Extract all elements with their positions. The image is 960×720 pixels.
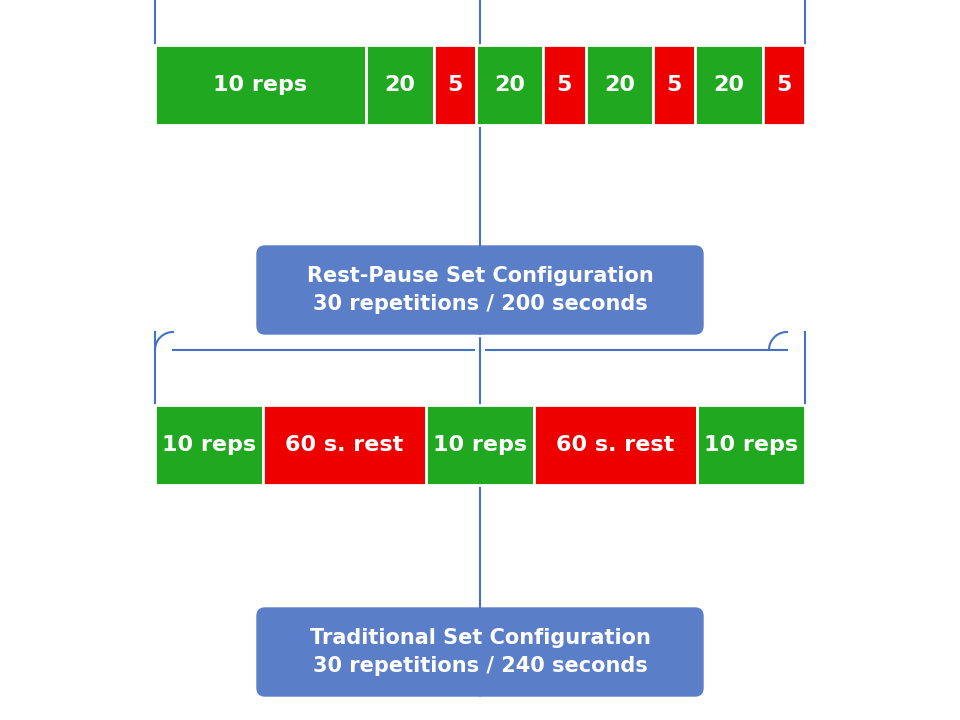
Text: 5: 5 xyxy=(557,75,572,95)
Bar xyxy=(426,405,534,485)
Text: 60 s. rest: 60 s. rest xyxy=(556,435,675,455)
Text: 5: 5 xyxy=(777,75,792,95)
Text: Traditional Set Configuration: Traditional Set Configuration xyxy=(309,628,651,648)
Bar xyxy=(155,405,263,485)
Bar xyxy=(534,405,697,485)
FancyBboxPatch shape xyxy=(257,608,703,696)
Bar xyxy=(695,45,763,125)
Bar xyxy=(263,405,426,485)
Text: 10 reps: 10 reps xyxy=(704,435,798,455)
Text: Rest-Pause Set Configuration: Rest-Pause Set Configuration xyxy=(306,266,654,286)
Text: 30 repetitions / 240 seconds: 30 repetitions / 240 seconds xyxy=(313,656,647,676)
Text: 20: 20 xyxy=(713,75,745,95)
Bar xyxy=(434,45,476,125)
Text: 30 repetitions / 200 seconds: 30 repetitions / 200 seconds xyxy=(313,294,647,314)
Text: 10 reps: 10 reps xyxy=(433,435,527,455)
Text: 5: 5 xyxy=(666,75,682,95)
Bar xyxy=(155,45,366,125)
Bar xyxy=(697,405,805,485)
Bar xyxy=(653,45,695,125)
Bar xyxy=(366,45,434,125)
Bar xyxy=(763,45,805,125)
Text: 20: 20 xyxy=(494,75,525,95)
Bar xyxy=(476,45,543,125)
Text: 10 reps: 10 reps xyxy=(162,435,256,455)
Text: 60 s. rest: 60 s. rest xyxy=(285,435,404,455)
FancyBboxPatch shape xyxy=(257,246,703,334)
Text: 10 reps: 10 reps xyxy=(213,75,307,95)
Bar xyxy=(543,45,586,125)
Bar xyxy=(586,45,653,125)
Text: 5: 5 xyxy=(447,75,463,95)
Text: 20: 20 xyxy=(384,75,416,95)
Text: 20: 20 xyxy=(604,75,635,95)
